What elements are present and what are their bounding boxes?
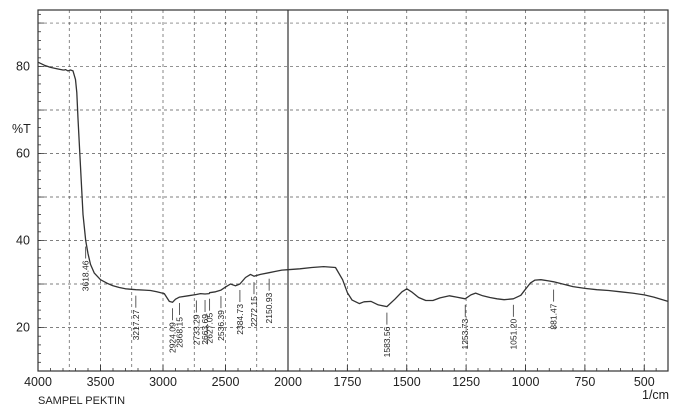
peak-label: 3618.46 <box>81 260 91 291</box>
x-tick-label: 750 <box>574 375 595 389</box>
x-axis-ticks: 4000 3500 3000 2500 2000 1750 1500 1250 1000 750 5… <box>24 365 657 389</box>
peak-label: 2868.15 <box>174 317 184 348</box>
x-tick-label: 2500 <box>212 375 240 389</box>
peak-label: 2627.05 <box>205 312 215 343</box>
peak-label: 2924.09 <box>167 322 177 353</box>
peak-label: 2663.69 <box>200 314 210 345</box>
peak-label: 2272.15 <box>249 296 259 327</box>
peak-label: 2536.39 <box>216 310 226 341</box>
x-tick-label: 3000 <box>149 375 177 389</box>
y-tick-label: 60 <box>16 147 30 161</box>
peak-label: 2150.93 <box>264 292 274 323</box>
plot-frame <box>37 9 669 372</box>
plot-border <box>37 9 669 372</box>
peak-label: 1253.73 <box>460 319 470 350</box>
x-tick-label: 3500 <box>87 375 115 389</box>
y-axis-label: %T <box>12 122 31 136</box>
grid <box>38 10 668 371</box>
series <box>37 61 669 308</box>
spectrum-line <box>37 61 669 308</box>
peak-label: 3217.27 <box>131 309 141 340</box>
x-tick-label: 2000 <box>274 375 302 389</box>
y-tick-label: 40 <box>16 234 30 248</box>
x-axis-label: 1/cm <box>642 388 669 402</box>
x-tick-label: 1750 <box>333 375 361 389</box>
y-axis-ticks: 20 40 60 80 <box>16 13 44 363</box>
y-tick-label: 80 <box>16 60 30 74</box>
y-tick-label: 20 <box>16 321 30 335</box>
peak-label: 881.47 <box>549 303 559 329</box>
x-tick-label: 4000 <box>24 375 52 389</box>
peak-label: 2733.29 <box>191 314 201 345</box>
x-tick-label: 1500 <box>393 375 421 389</box>
peak-label: 1583.56 <box>382 326 392 357</box>
x-tick-label: 1250 <box>452 375 480 389</box>
peak-label: 2384.73 <box>235 304 245 335</box>
peak-label: 1051.20 <box>508 319 518 350</box>
x-tick-label: 1000 <box>512 375 540 389</box>
sample-label: SAMPEL PEKTIN <box>38 395 125 406</box>
x-tick-label: 500 <box>634 375 655 389</box>
